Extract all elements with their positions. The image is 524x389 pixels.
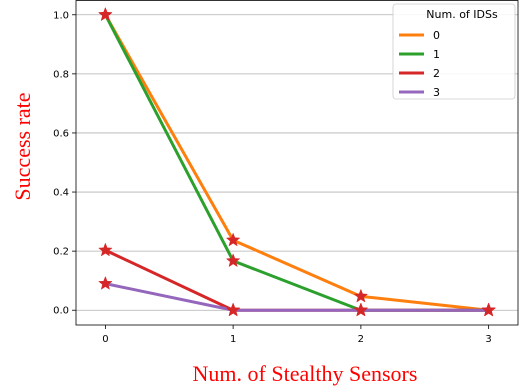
- x-tick-label: 2: [358, 334, 364, 345]
- legend-box: [392, 3, 516, 100]
- series-line-3: [103, 282, 491, 312]
- star-marker-1: [225, 253, 241, 268]
- x-axis-label: Num. of Stealthy Sensors: [193, 361, 418, 386]
- star-marker-1: [98, 7, 113, 22]
- legend-label-1: 1: [433, 48, 440, 61]
- legend-label-0: 0: [433, 29, 440, 42]
- star-marker-0: [225, 232, 241, 247]
- y-tick-label: 0.2: [53, 247, 69, 258]
- star-marker-3: [98, 275, 113, 290]
- legend-label-3: 3: [433, 86, 440, 99]
- star-marker-2: [98, 242, 113, 257]
- star-marker-3: [225, 302, 241, 317]
- x-tick-label: 3: [485, 334, 491, 345]
- star-marker-3: [481, 302, 496, 317]
- legend: Num. of IDSs 0 1 2 3: [392, 3, 516, 100]
- star-marker-3: [353, 302, 369, 317]
- plot-frame: [75, 0, 519, 326]
- y-axis-label: Success rate: [10, 92, 35, 200]
- series-markers: [98, 7, 496, 317]
- x-tick-label: 1: [230, 334, 236, 345]
- y-tick-label: 0.4: [53, 188, 69, 199]
- legend-title: Num. of IDSs: [426, 8, 498, 21]
- y-tick-label: 1.0: [53, 10, 69, 21]
- axis-ticks: 0.0 0.2 0.4 0.6 0.8 1.0 0 1 2 3: [53, 10, 492, 345]
- legend-label-2: 2: [433, 67, 440, 80]
- x-tick-label: 0: [102, 334, 108, 345]
- y-tick-label: 0.6: [53, 128, 69, 139]
- series-line-0: [103, 13, 491, 312]
- y-tick-label: 0.0: [53, 306, 69, 317]
- series-lines: [103, 13, 491, 312]
- star-marker-0: [353, 288, 369, 303]
- y-tick-label: 0.8: [53, 69, 69, 80]
